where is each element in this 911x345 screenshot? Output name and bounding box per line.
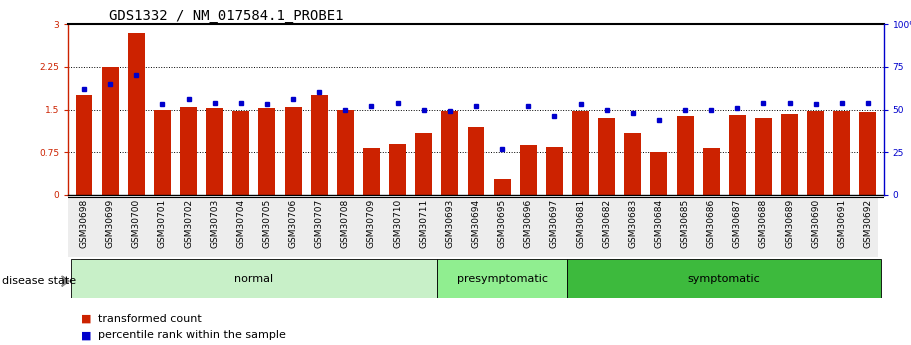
Bar [755, 118, 772, 195]
Bar [71, 259, 436, 298]
Bar [232, 111, 250, 195]
Text: disease state: disease state [2, 276, 76, 286]
Text: GSM30690: GSM30690 [811, 198, 820, 248]
Text: GSM30707: GSM30707 [314, 198, 323, 248]
Bar [834, 111, 850, 195]
Bar [206, 108, 223, 195]
Text: GSM30696: GSM30696 [524, 198, 533, 248]
Bar [568, 259, 881, 298]
Text: GSM30705: GSM30705 [262, 198, 271, 248]
Text: GSM30700: GSM30700 [132, 198, 141, 248]
Text: GSM30709: GSM30709 [367, 198, 376, 248]
Bar [76, 95, 93, 195]
Bar [180, 107, 197, 195]
Text: GSM30710: GSM30710 [394, 198, 402, 248]
Bar [102, 67, 118, 195]
Bar [494, 179, 511, 195]
Text: GSM30683: GSM30683 [629, 198, 638, 248]
Bar [624, 134, 641, 195]
Text: symptomatic: symptomatic [688, 274, 761, 284]
Text: presymptomatic: presymptomatic [456, 274, 548, 284]
Text: GSM30688: GSM30688 [759, 198, 768, 248]
Text: GSM30703: GSM30703 [210, 198, 220, 248]
Text: ■: ■ [81, 331, 92, 340]
Text: GSM30689: GSM30689 [785, 198, 794, 248]
Text: GSM30698: GSM30698 [79, 198, 88, 248]
Text: GSM30701: GSM30701 [158, 198, 167, 248]
Text: GSM30697: GSM30697 [550, 198, 558, 248]
Bar [337, 110, 353, 195]
Text: GSM30694: GSM30694 [472, 198, 480, 248]
Bar [702, 148, 720, 195]
Text: GSM30699: GSM30699 [106, 198, 115, 248]
Bar [128, 33, 145, 195]
Text: transformed count: transformed count [98, 314, 202, 324]
Bar [154, 110, 171, 195]
Text: GSM30681: GSM30681 [576, 198, 585, 248]
Bar [441, 111, 458, 195]
Bar [572, 111, 589, 195]
Bar [677, 116, 693, 195]
Bar [311, 95, 328, 195]
Bar [520, 145, 537, 195]
Text: GSM30708: GSM30708 [341, 198, 350, 248]
Bar [546, 147, 563, 195]
Text: percentile rank within the sample: percentile rank within the sample [98, 331, 286, 340]
Text: GSM30682: GSM30682 [602, 198, 611, 248]
Bar [415, 134, 432, 195]
Text: GSM30684: GSM30684 [654, 198, 663, 248]
Bar [259, 108, 275, 195]
Bar [389, 144, 406, 195]
Text: GSM30685: GSM30685 [681, 198, 690, 248]
Bar [807, 111, 824, 195]
Text: GSM30686: GSM30686 [707, 198, 716, 248]
Text: GSM30692: GSM30692 [864, 198, 873, 248]
Text: GDS1332 / NM_017584.1_PROBE1: GDS1332 / NM_017584.1_PROBE1 [109, 9, 343, 23]
Bar [729, 115, 746, 195]
Bar [781, 114, 798, 195]
Bar [650, 152, 668, 195]
Text: GSM30702: GSM30702 [184, 198, 193, 248]
Text: GSM30693: GSM30693 [445, 198, 455, 248]
Bar [284, 107, 302, 195]
Bar [436, 259, 568, 298]
Text: GSM30691: GSM30691 [837, 198, 846, 248]
Text: GSM30687: GSM30687 [732, 198, 742, 248]
Bar [599, 118, 615, 195]
Bar [363, 148, 380, 195]
Bar [859, 112, 876, 195]
Bar [467, 127, 485, 195]
Text: normal: normal [234, 274, 273, 284]
Text: GSM30704: GSM30704 [236, 198, 245, 248]
Text: ■: ■ [81, 314, 92, 324]
Text: GSM30695: GSM30695 [497, 198, 507, 248]
Text: GSM30711: GSM30711 [419, 198, 428, 248]
FancyArrow shape [62, 276, 69, 286]
Text: GSM30706: GSM30706 [289, 198, 298, 248]
